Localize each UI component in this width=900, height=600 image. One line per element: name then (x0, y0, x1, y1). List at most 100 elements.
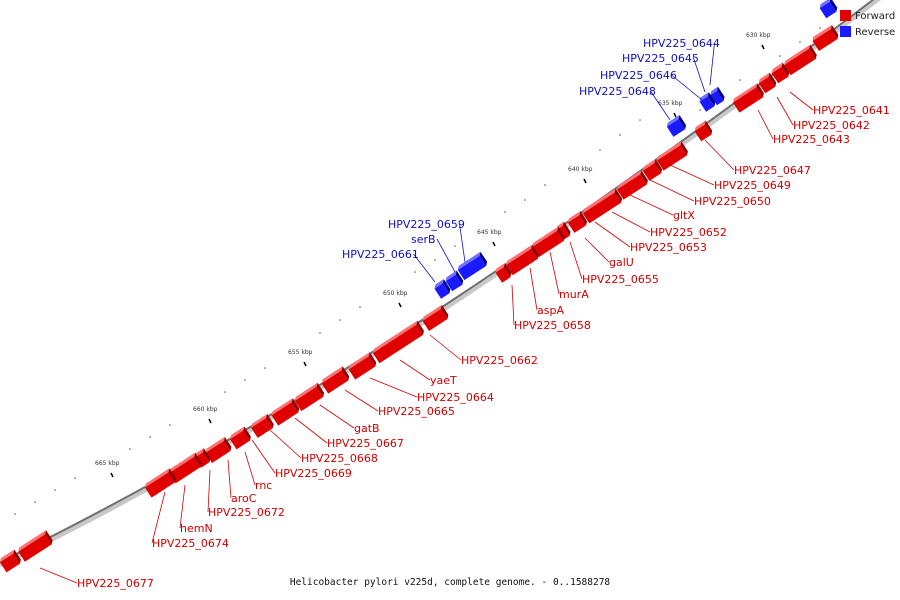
gene-label: HPV225_0642 (793, 119, 870, 132)
tick-mark (398, 302, 402, 308)
minor-tick (319, 332, 321, 334)
gene-block (642, 159, 663, 181)
tick-label: 630 kbp (746, 32, 771, 39)
gene-label: HPV225_0677 (77, 577, 154, 590)
leader-line (594, 221, 631, 248)
gene-block (732, 83, 764, 113)
gene-block (434, 279, 451, 299)
leader-line (629, 194, 674, 216)
leader-line (650, 90, 671, 121)
gene-label: HPV225_0662 (461, 354, 538, 367)
minor-tick (779, 55, 781, 57)
minor-tick (739, 79, 741, 81)
leader-line (436, 238, 456, 273)
minor-tick (414, 271, 416, 273)
minor-tick (544, 184, 546, 186)
gene-block (784, 44, 817, 76)
gene-block (422, 304, 449, 332)
minor-tick (54, 489, 56, 491)
gene-label: HPV225_0661 (342, 248, 419, 261)
leader-line (429, 334, 462, 361)
tick-mark (583, 178, 587, 184)
gene-block (699, 92, 716, 112)
gene-block (582, 188, 623, 224)
legend-forward-label: Forward (855, 11, 895, 22)
leader-line (227, 459, 232, 499)
minor-tick (454, 245, 456, 247)
gene-block (372, 320, 424, 364)
gene-block (758, 72, 777, 94)
leader-line (709, 42, 715, 86)
gene-label: HPV225_0667 (327, 437, 404, 450)
tick-mark (492, 241, 496, 247)
gene-label: HPV225_0674 (152, 537, 229, 550)
gene-block (321, 366, 350, 394)
gene-label: murA (559, 288, 589, 301)
gene-label: HPV225_0643 (773, 133, 850, 146)
gene-label: HPV225_0655 (582, 273, 659, 286)
tick-label: 645 kbp (477, 229, 502, 236)
gene-block (656, 141, 688, 171)
leader-line (413, 253, 436, 283)
gene-block (812, 24, 839, 52)
tick-marks: 630 kbp 635 kbp 640 kbp 645 kbp 650 kbp 655 k… (14, 27, 821, 515)
leader-line (704, 139, 735, 171)
gene-block (0, 549, 21, 573)
gene-block (506, 244, 539, 276)
minor-tick (264, 367, 266, 369)
gene-labels: HPV225_0644 HPV225_0645 HPV225_0646 HPV225_… (77, 37, 890, 590)
gene-label: hemN (180, 522, 213, 535)
minor-tick (224, 391, 226, 393)
gene-label: HPV225_0668 (301, 452, 378, 465)
minor-tick (434, 259, 436, 261)
gene-label: HPV225_0647 (734, 164, 811, 177)
gene-label: HPV225_0644 (643, 37, 720, 50)
minor-tick (244, 379, 246, 381)
gene-block (271, 398, 300, 426)
leader-line (693, 57, 706, 93)
gene-block (445, 270, 464, 292)
leader-line (399, 359, 431, 381)
minor-tick (524, 199, 526, 201)
leader-line (459, 223, 466, 263)
minor-tick (819, 27, 821, 29)
gene-block (771, 62, 790, 84)
forward-genes (0, 24, 839, 573)
tick-label: 660 kbp (193, 406, 218, 413)
gene-label: serB (411, 233, 436, 246)
gene-label: HPV225_0658 (514, 319, 591, 332)
gene-label: gltX (673, 209, 695, 222)
tick-label: 655 kbp (288, 349, 313, 356)
gene-label: aroC (231, 492, 257, 505)
gene-label: yaeT (430, 374, 457, 387)
gene-label: aspA (537, 304, 564, 317)
gene-block (819, 0, 838, 19)
gene-label: HPV225_0664 (417, 391, 494, 404)
minor-tick (799, 41, 801, 43)
leader-line (776, 96, 794, 126)
leader-line (319, 404, 355, 429)
gene-block (205, 436, 232, 464)
minor-tick (639, 119, 641, 121)
minor-tick (359, 306, 361, 308)
map-caption: Helicobacter pylori v225d, complete geno… (289, 577, 611, 588)
minor-tick (504, 211, 506, 213)
leader-line (584, 237, 610, 263)
gene-block (567, 211, 588, 233)
gene-block (251, 413, 274, 438)
gene-block (666, 115, 687, 137)
minor-tick (699, 109, 701, 111)
gene-block (495, 263, 512, 283)
gene-block (230, 426, 251, 450)
leader-line (569, 241, 583, 280)
tick-label: 640 kbp (568, 166, 593, 173)
gene-label: HPV225_0646 (600, 69, 677, 82)
leader-line (294, 417, 328, 444)
minor-tick (169, 424, 171, 426)
tick-label: 665 kbp (95, 460, 120, 467)
gene-label: HPV225_0652 (650, 226, 727, 239)
gene-block (294, 382, 325, 412)
minor-tick (339, 319, 341, 321)
gene-label: HPV225_0659 (388, 218, 465, 231)
